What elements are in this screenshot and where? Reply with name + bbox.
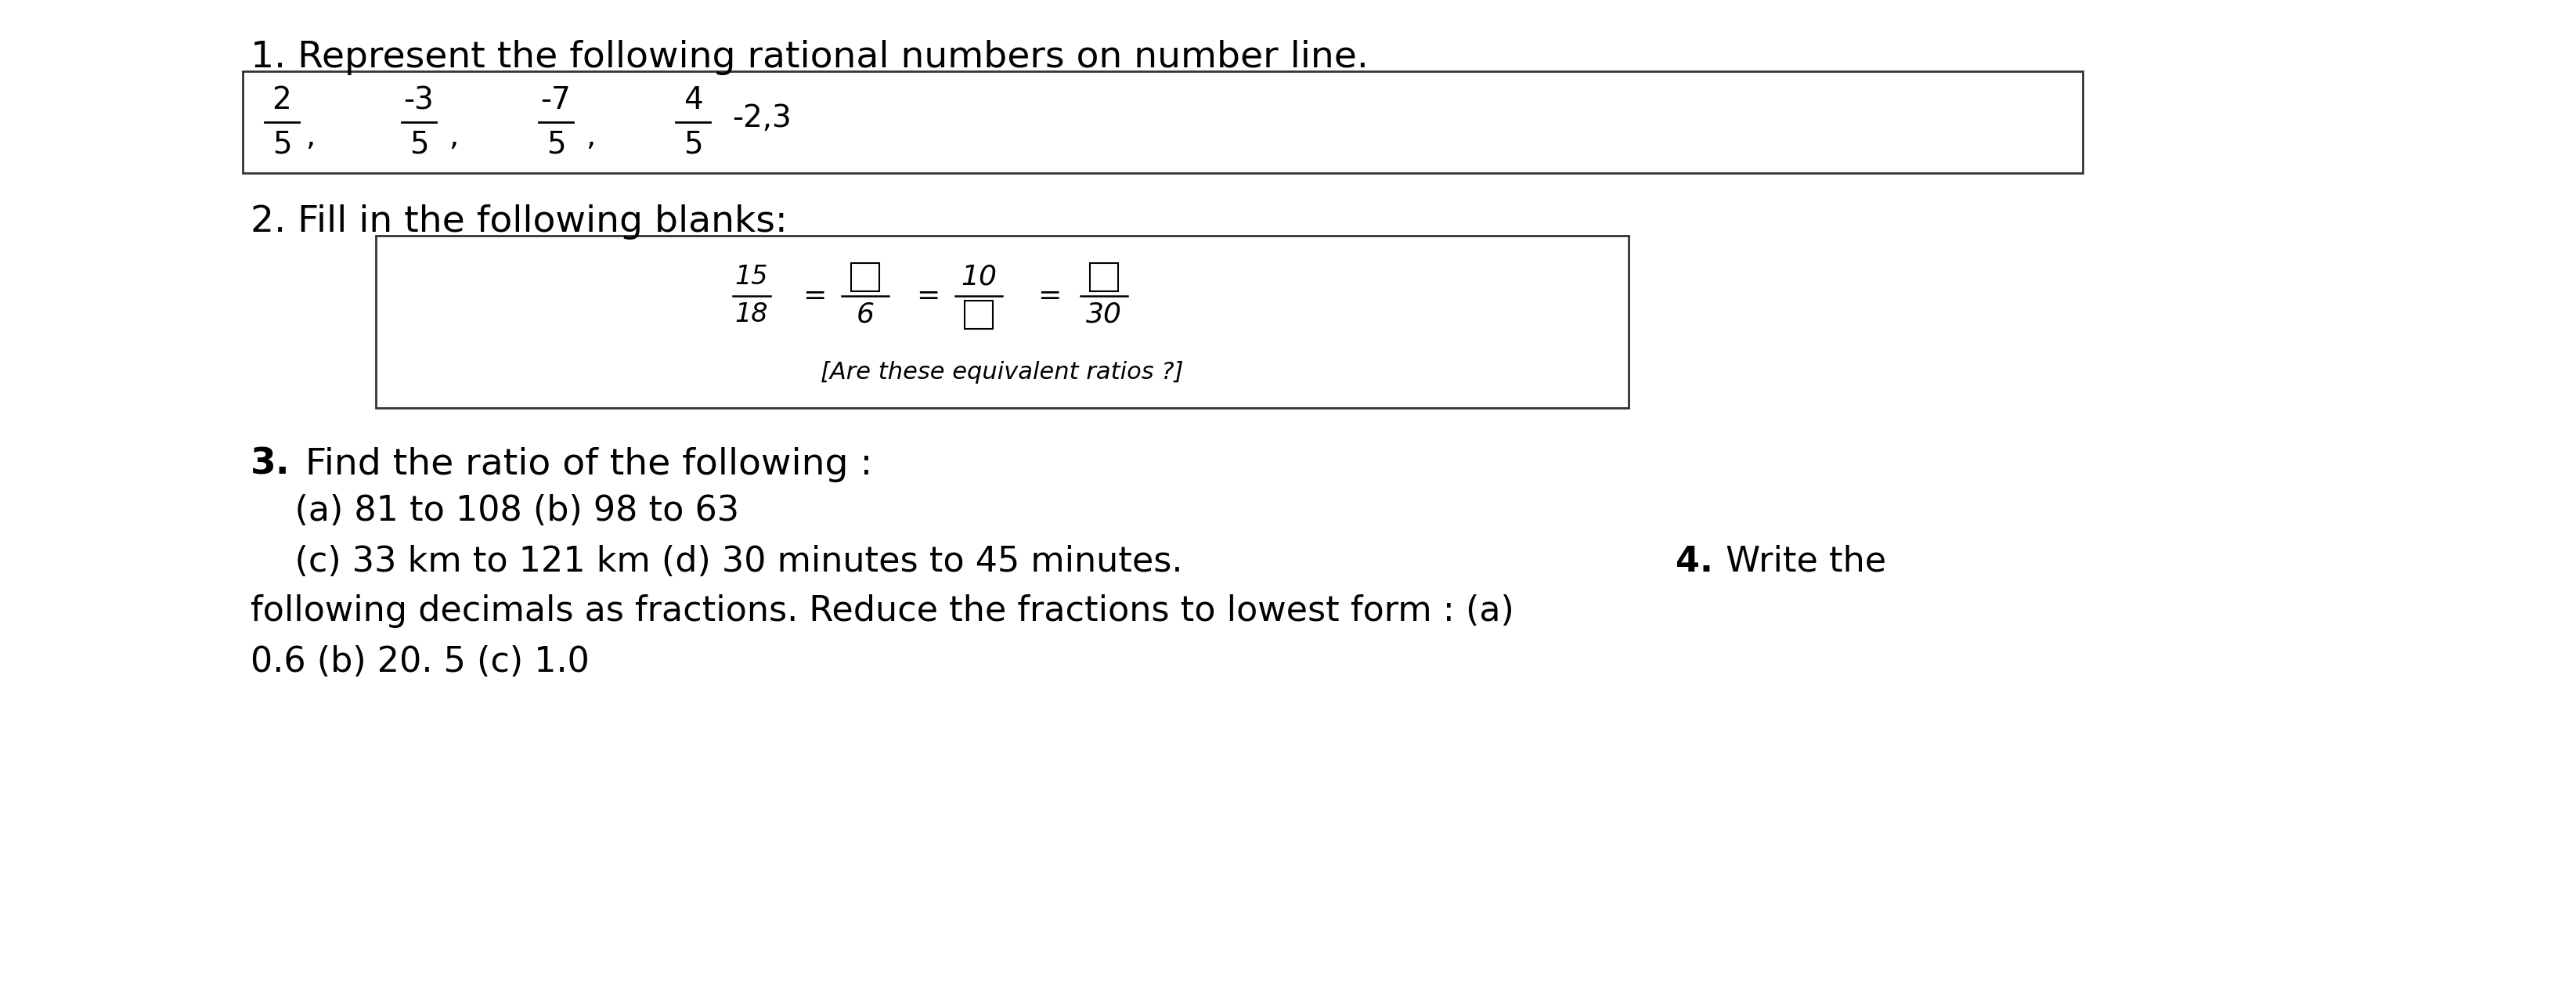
Text: 5: 5 [410,129,428,158]
Text: 5: 5 [683,129,703,158]
Text: Find the ratio of the following :: Find the ratio of the following : [294,447,873,482]
Text: 5: 5 [273,129,291,158]
FancyBboxPatch shape [376,236,1628,408]
Text: 6: 6 [855,302,873,328]
Text: Write the: Write the [1713,545,1886,579]
Text: 4: 4 [683,85,703,115]
Text: 3.: 3. [250,447,291,482]
Text: 0.6 (b) 20. 5 (c) 1.0: 0.6 (b) 20. 5 (c) 1.0 [250,645,590,679]
Text: ,: , [585,121,595,151]
Text: 2: 2 [273,85,291,115]
Text: -2,3: -2,3 [732,103,791,133]
Text: ,: , [448,121,459,151]
Text: 4.: 4. [1674,545,1713,579]
Text: 1. Represent the following rational numbers on number line.: 1. Represent the following rational numb… [250,40,1368,75]
FancyBboxPatch shape [242,71,2081,174]
Text: (a) 81 to 108 (b) 98 to 63: (a) 81 to 108 (b) 98 to 63 [250,494,739,528]
Text: -3: -3 [404,85,433,115]
Text: (c) 33 km to 121 km (d) 30 minutes to 45 minutes.: (c) 33 km to 121 km (d) 30 minutes to 45… [250,545,1193,579]
FancyBboxPatch shape [1090,263,1118,291]
FancyBboxPatch shape [963,301,992,329]
Text: [Are these equivalent ratios ?]: [Are these equivalent ratios ?] [822,361,1182,384]
Text: following decimals as fractions. Reduce the fractions to lowest form : (a): following decimals as fractions. Reduce … [250,595,1515,628]
Text: -7: -7 [541,85,572,115]
Text: 2. Fill in the following blanks:: 2. Fill in the following blanks: [250,205,788,240]
Text: =: = [914,283,940,309]
Text: =: = [1038,283,1061,309]
Text: 5: 5 [546,129,564,158]
Text: 15: 15 [734,264,768,290]
FancyBboxPatch shape [850,263,878,291]
Text: 18: 18 [734,302,768,328]
Text: 30: 30 [1084,302,1121,328]
Text: ,: , [307,121,314,151]
Text: =: = [801,283,827,309]
Text: 10: 10 [961,264,997,291]
